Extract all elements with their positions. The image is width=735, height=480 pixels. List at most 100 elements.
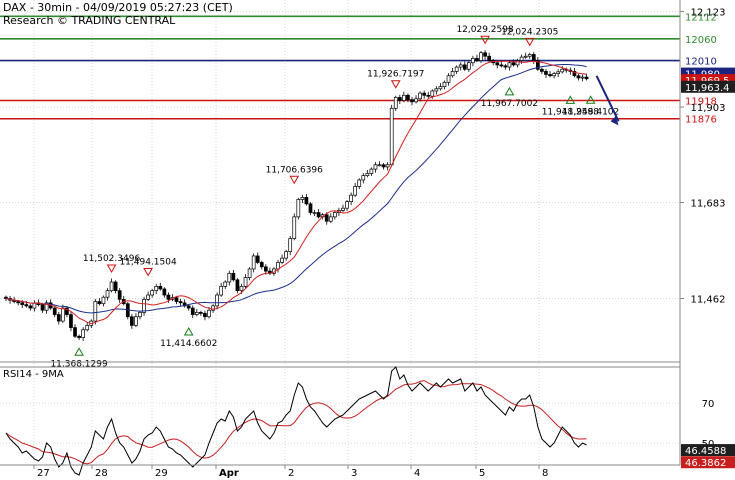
candle-body (247, 268, 252, 279)
candle-body (341, 207, 345, 211)
candle-body (560, 68, 565, 73)
high-marker-icon (289, 175, 300, 185)
candle-body (397, 97, 402, 101)
candle-body (357, 179, 362, 187)
candle-body (576, 75, 581, 79)
high-label: 12,029.2598 (456, 25, 514, 35)
candle-body (454, 66, 459, 72)
level-label-12060: 12060 (685, 35, 717, 46)
candle-body (406, 94, 410, 100)
high-marker-icon (143, 268, 153, 277)
candle-body (158, 285, 163, 290)
candle-body (85, 325, 90, 331)
chart-header-source: Research © TRADING CENTRAL (3, 14, 176, 27)
rsi-panel-title: RSI14 - 9MA (3, 369, 64, 380)
candle-body (109, 281, 114, 292)
candle-body (259, 262, 264, 268)
candle-body (105, 290, 110, 298)
level-badge-12112 (681, 10, 735, 23)
candle-body (523, 55, 528, 58)
candle-body (434, 88, 439, 92)
price-badge-label: 11,963.4 (685, 83, 730, 94)
y-tick-label: 11,462 (691, 295, 726, 306)
candle-body (300, 196, 305, 200)
low-label: 11,948.2598 (542, 107, 600, 117)
candle-body (199, 312, 203, 314)
candle-body (65, 307, 69, 315)
candle-body (349, 194, 353, 203)
candle-body (430, 90, 435, 97)
candle-body (81, 329, 85, 338)
level-label-12010: 12010 (685, 57, 717, 68)
high-marker-icon (524, 37, 535, 47)
high-marker-icon (390, 80, 401, 89)
low-label: 11,967.7002 (481, 99, 538, 109)
rsi-badge-label: 46.4588 (685, 446, 726, 457)
candle-body (552, 73, 556, 77)
forecast-arrow-head-icon (610, 116, 619, 126)
candle-body (422, 92, 427, 96)
candle-body (69, 314, 73, 328)
candle-body (134, 316, 138, 326)
x-tick-label: Apr (219, 468, 239, 479)
level-label-11876: 11876 (685, 115, 717, 126)
candle-body (353, 186, 358, 196)
forecast-arrow (595, 75, 620, 122)
candle-body (418, 92, 422, 100)
rsi-badge (681, 456, 735, 469)
high-marker-icon (480, 35, 490, 45)
rsi-ma-line (5, 380, 587, 465)
candle-body (483, 52, 487, 57)
candle-body (77, 335, 81, 338)
high-marker-icon (106, 264, 117, 273)
candle-body (466, 62, 471, 70)
candle-body (369, 168, 374, 174)
candle-body (519, 56, 524, 61)
x-tick-label: 4 (414, 468, 420, 479)
ma-fast-line (5, 60, 587, 325)
candle-body (223, 281, 228, 287)
candle-body (556, 71, 561, 74)
candle-body (138, 312, 142, 318)
level-label-11918: 11918 (685, 97, 717, 108)
candle-body (243, 277, 248, 287)
candle-body (442, 81, 447, 87)
x-tick-label: 2 (288, 468, 294, 479)
candle-body (207, 309, 211, 318)
candle-body (231, 272, 236, 281)
candle-body (292, 216, 297, 239)
candle-body (186, 305, 191, 309)
candle-body (16, 301, 21, 304)
candle-body (527, 54, 532, 57)
high-label: 11,706.6396 (266, 165, 324, 175)
x-tick-label: 8 (542, 468, 548, 479)
x-tick-label: 28 (95, 468, 108, 479)
high-label: 11,494.1504 (119, 258, 177, 268)
candlesticks (4, 50, 589, 342)
candle-body (544, 71, 548, 75)
rsi-panel (0, 366, 680, 476)
rsi-badge (681, 444, 735, 457)
candle-body (73, 327, 77, 337)
grid-lines (0, 0, 680, 465)
candle-body (296, 199, 301, 218)
candle-body (414, 98, 418, 103)
candle-body (56, 314, 61, 322)
candle-body (515, 60, 520, 66)
candle-body (572, 71, 577, 77)
candle-body (393, 97, 398, 109)
candle-body (536, 60, 540, 70)
moving-averages (5, 60, 587, 325)
candle-body (381, 164, 386, 168)
candle-body (487, 55, 491, 61)
x-tick-label: 27 (37, 468, 50, 479)
x-tick-label: 5 (479, 468, 485, 479)
candle-body (389, 107, 394, 166)
rsi-line (5, 366, 587, 476)
candle-body (479, 52, 483, 61)
price-badge (681, 80, 735, 93)
candle-body (93, 301, 98, 322)
candle-body (113, 281, 118, 292)
candle-body (304, 196, 309, 205)
